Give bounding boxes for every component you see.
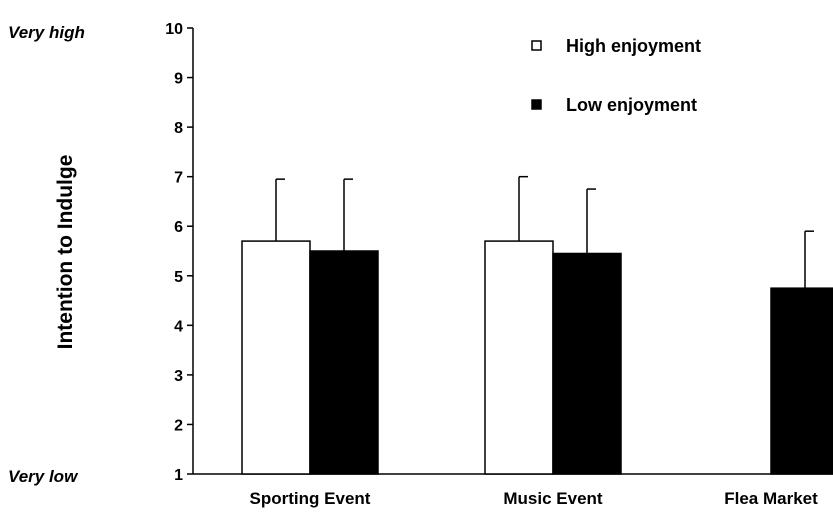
y-tick-label: 8 xyxy=(174,120,183,137)
y-tick-label: 6 xyxy=(174,219,183,236)
legend-label-low-enjoyment: Low enjoyment xyxy=(566,95,697,115)
y-tick-label: 3 xyxy=(174,368,183,385)
x-category-label: Flea Market xyxy=(724,489,818,508)
bar-low-enjoyment-flea-market xyxy=(770,287,833,475)
y-axis-label: Intention to Indulge xyxy=(54,155,77,350)
y-tick-label: 10 xyxy=(165,21,183,38)
y-tick-label: 5 xyxy=(174,269,183,286)
x-category-label: Music Event xyxy=(503,489,603,508)
y-tick-label: 1 xyxy=(174,467,183,484)
bar-high-enjoyment-sporting-event xyxy=(241,240,311,475)
x-categories: Sporting Event Music Event Flea Market xyxy=(250,489,819,508)
legend: High enjoyment Low enjoyment xyxy=(531,36,701,115)
y-tick-label: 7 xyxy=(174,170,183,187)
error-bars xyxy=(275,175,814,289)
very-high-label: Very high xyxy=(8,23,85,42)
legend-label-high-enjoyment: High enjoyment xyxy=(566,36,701,56)
bar-low-enjoyment-sporting-event xyxy=(309,250,379,475)
y-ticks: 1 2 3 4 5 6 7 8 9 10 xyxy=(165,21,193,484)
bar-high-enjoyment-music-event xyxy=(484,240,554,475)
very-low-label: Very low xyxy=(8,467,79,486)
legend-swatch-low-enjoyment xyxy=(531,99,542,110)
y-tick-label: 9 xyxy=(174,71,183,88)
legend-swatch-high-enjoyment xyxy=(531,40,542,51)
x-category-label: Sporting Event xyxy=(250,489,371,508)
bar-low-enjoyment-music-event xyxy=(552,252,622,475)
y-tick-label: 2 xyxy=(174,417,183,434)
bars xyxy=(241,240,833,475)
y-tick-label: 4 xyxy=(174,318,183,335)
